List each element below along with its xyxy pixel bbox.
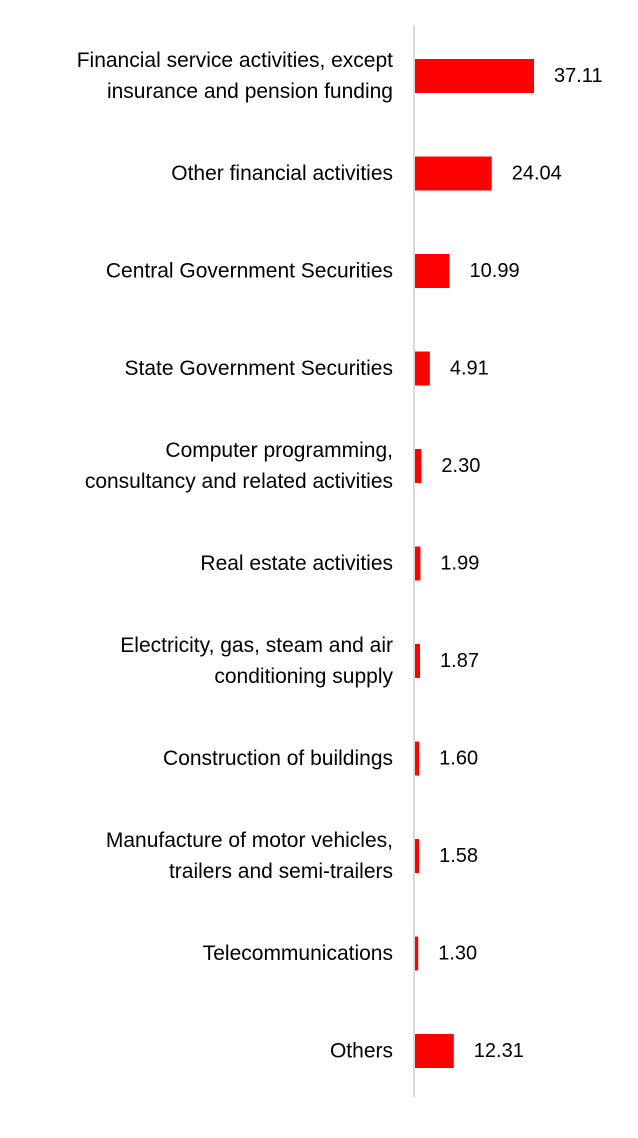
category-label-4-line-0: Computer programming,: [165, 439, 393, 462]
category-label-0-line-0: Financial service activities, except: [77, 49, 393, 72]
bars-layer: [414, 59, 534, 1068]
category-label-9-line-0: Telecommunications: [203, 942, 393, 965]
bar-5: [414, 546, 421, 581]
value-label-6: 1.87: [440, 650, 479, 672]
value-label-1: 24.04: [512, 163, 562, 185]
value-label-7: 1.60: [439, 748, 478, 770]
category-label-2-line-0: Central Government Securities: [106, 260, 393, 283]
category-label-7-line-0: Construction of buildings: [163, 747, 393, 770]
category-label-4-line-1: consultancy and related activities: [85, 470, 393, 493]
value-label-8: 1.58: [439, 845, 478, 867]
category-label-0-line-1: insurance and pension funding: [107, 80, 393, 103]
value-label-3: 4.91: [450, 358, 489, 380]
category-label-6-line-1: conditioning supply: [214, 665, 393, 688]
category-label-3-line-0: State Government Securities: [125, 357, 393, 380]
value-label-2: 10.99: [470, 260, 520, 282]
category-label-5-line-0: Real estate activities: [200, 552, 393, 575]
bar-0: [414, 59, 534, 93]
value-label-9: 1.30: [438, 943, 477, 965]
bar-10: [414, 1034, 454, 1068]
bar-7: [414, 741, 420, 776]
bar-4: [414, 449, 422, 483]
bar-3: [414, 351, 430, 386]
bar-2: [414, 254, 450, 288]
bar-6: [414, 644, 421, 678]
category-labels: Financial service activities, except insu…: [77, 49, 394, 1063]
category-label-10-line-0: Others: [330, 1040, 393, 1063]
bar-8: [414, 839, 420, 873]
value-label-4: 2.30: [441, 455, 480, 477]
value-label-5: 1.99: [440, 553, 479, 575]
category-label-6-line-0: Electricity, gas, steam and air: [120, 634, 393, 657]
value-label-10: 12.31: [474, 1040, 524, 1062]
category-label-1-line-0: Other financial activities: [171, 162, 393, 185]
category-label-8-line-0: Manufacture of motor vehicles,: [106, 829, 393, 852]
value-labels: 37.11 24.04 10.99 4.91 2.30 1.99 1.87 1.60 1.58 1…: [438, 65, 602, 1062]
bar-1: [414, 156, 492, 191]
bar-9: [414, 936, 419, 971]
value-label-0: 37.11: [554, 65, 603, 87]
category-label-8-line-1: trailers and semi-trailers: [169, 860, 393, 883]
